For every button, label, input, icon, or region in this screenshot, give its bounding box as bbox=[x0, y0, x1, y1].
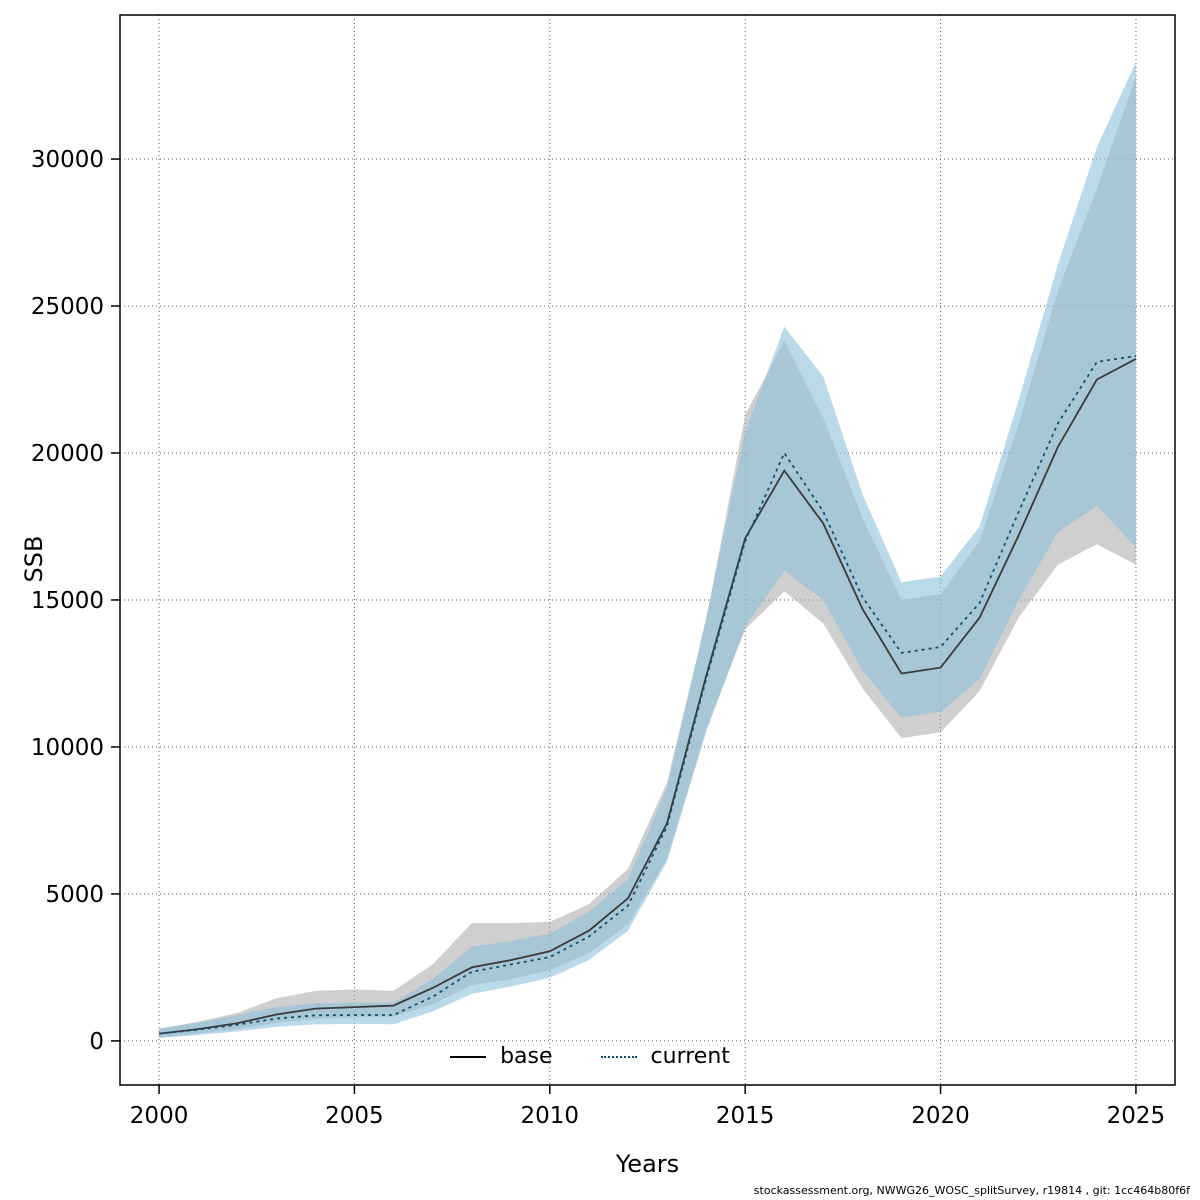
footer-caption: stockassessment.org, NWWG26_WOSC_splitSu… bbox=[753, 1184, 1190, 1197]
svg-text:2010: 2010 bbox=[521, 1103, 580, 1129]
legend-item-base: base bbox=[450, 1044, 553, 1069]
svg-text:2015: 2015 bbox=[716, 1103, 775, 1129]
svg-text:2000: 2000 bbox=[130, 1103, 189, 1129]
legend-item-current: current bbox=[600, 1044, 730, 1069]
legend-label-current: current bbox=[650, 1044, 730, 1069]
y-axis-label: SSB bbox=[20, 535, 48, 583]
x-axis-label: Years bbox=[615, 1150, 680, 1178]
svg-text:0: 0 bbox=[89, 1029, 104, 1055]
svg-text:2005: 2005 bbox=[325, 1103, 384, 1129]
svg-text:15000: 15000 bbox=[31, 588, 104, 614]
base-line-sample-icon bbox=[450, 1055, 487, 1058]
svg-text:2020: 2020 bbox=[911, 1103, 970, 1129]
svg-text:30000: 30000 bbox=[31, 147, 104, 173]
svg-text:5000: 5000 bbox=[45, 882, 104, 908]
svg-text:2025: 2025 bbox=[1107, 1103, 1166, 1129]
legend-label-base: base bbox=[500, 1044, 553, 1069]
chart-legend: base current bbox=[120, 1044, 1060, 1069]
svg-text:20000: 20000 bbox=[31, 441, 104, 467]
svg-text:25000: 25000 bbox=[31, 294, 104, 320]
svg-text:10000: 10000 bbox=[31, 735, 104, 761]
current-line-sample-icon bbox=[600, 1055, 637, 1058]
